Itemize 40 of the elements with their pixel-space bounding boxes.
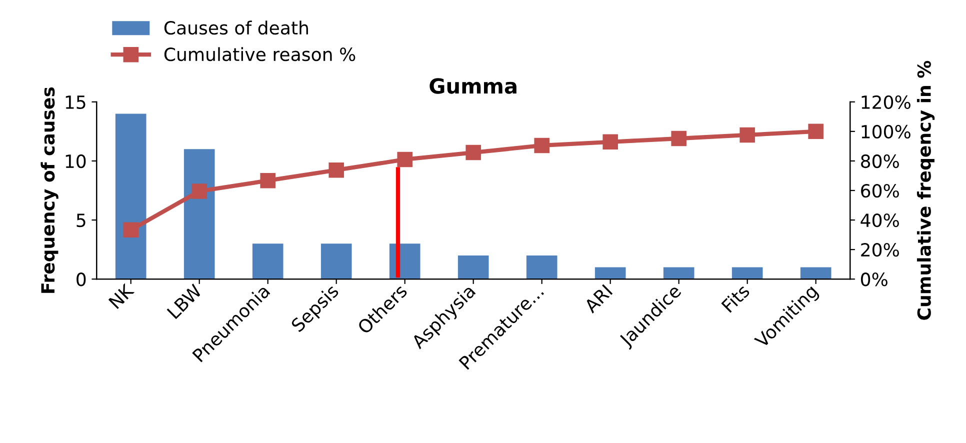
y-tick-label: 10 [66,154,86,168]
point [808,124,824,140]
y-tick-label: 0 [76,272,86,286]
y-tick-label: 5 [76,214,86,228]
legend-label: Cumulative reason % [164,47,356,62]
point [328,162,344,178]
bar [115,114,146,280]
point [397,152,412,168]
y2-axis-title: Cumulative freqency in % [916,60,935,320]
y2-tick-label: 60% [861,184,899,198]
bar [458,255,489,280]
point [740,127,755,143]
y-axis-title: Frequency of causes [40,87,58,293]
point [534,138,550,154]
bar [252,244,284,280]
bar [732,267,763,280]
point [260,172,276,188]
bar [800,267,832,280]
bar [663,267,694,280]
y-tick-label: 15 [66,96,86,110]
y2-tick-label: 0% [860,272,888,286]
x-tick-label: ARI [583,284,613,314]
point [602,134,618,150]
point [192,184,207,199]
chart-title: Gumma [430,78,516,94]
point [466,144,481,160]
point [671,130,686,146]
bar [320,244,352,280]
y2-tick-label: 120% [862,95,910,110]
y2-tick-label: 100% [862,124,910,139]
bar [184,149,215,280]
y2-tick-label: 20% [861,243,899,257]
legend-label: Causes of death [164,20,308,35]
bar [594,267,626,280]
point [123,222,138,238]
y2-tick-label: 40% [860,213,899,228]
y2-tick-label: 80% [861,154,899,168]
x-tick-label: Fits [720,283,750,313]
bar [526,255,558,280]
x-tick-label: NK [108,282,135,310]
